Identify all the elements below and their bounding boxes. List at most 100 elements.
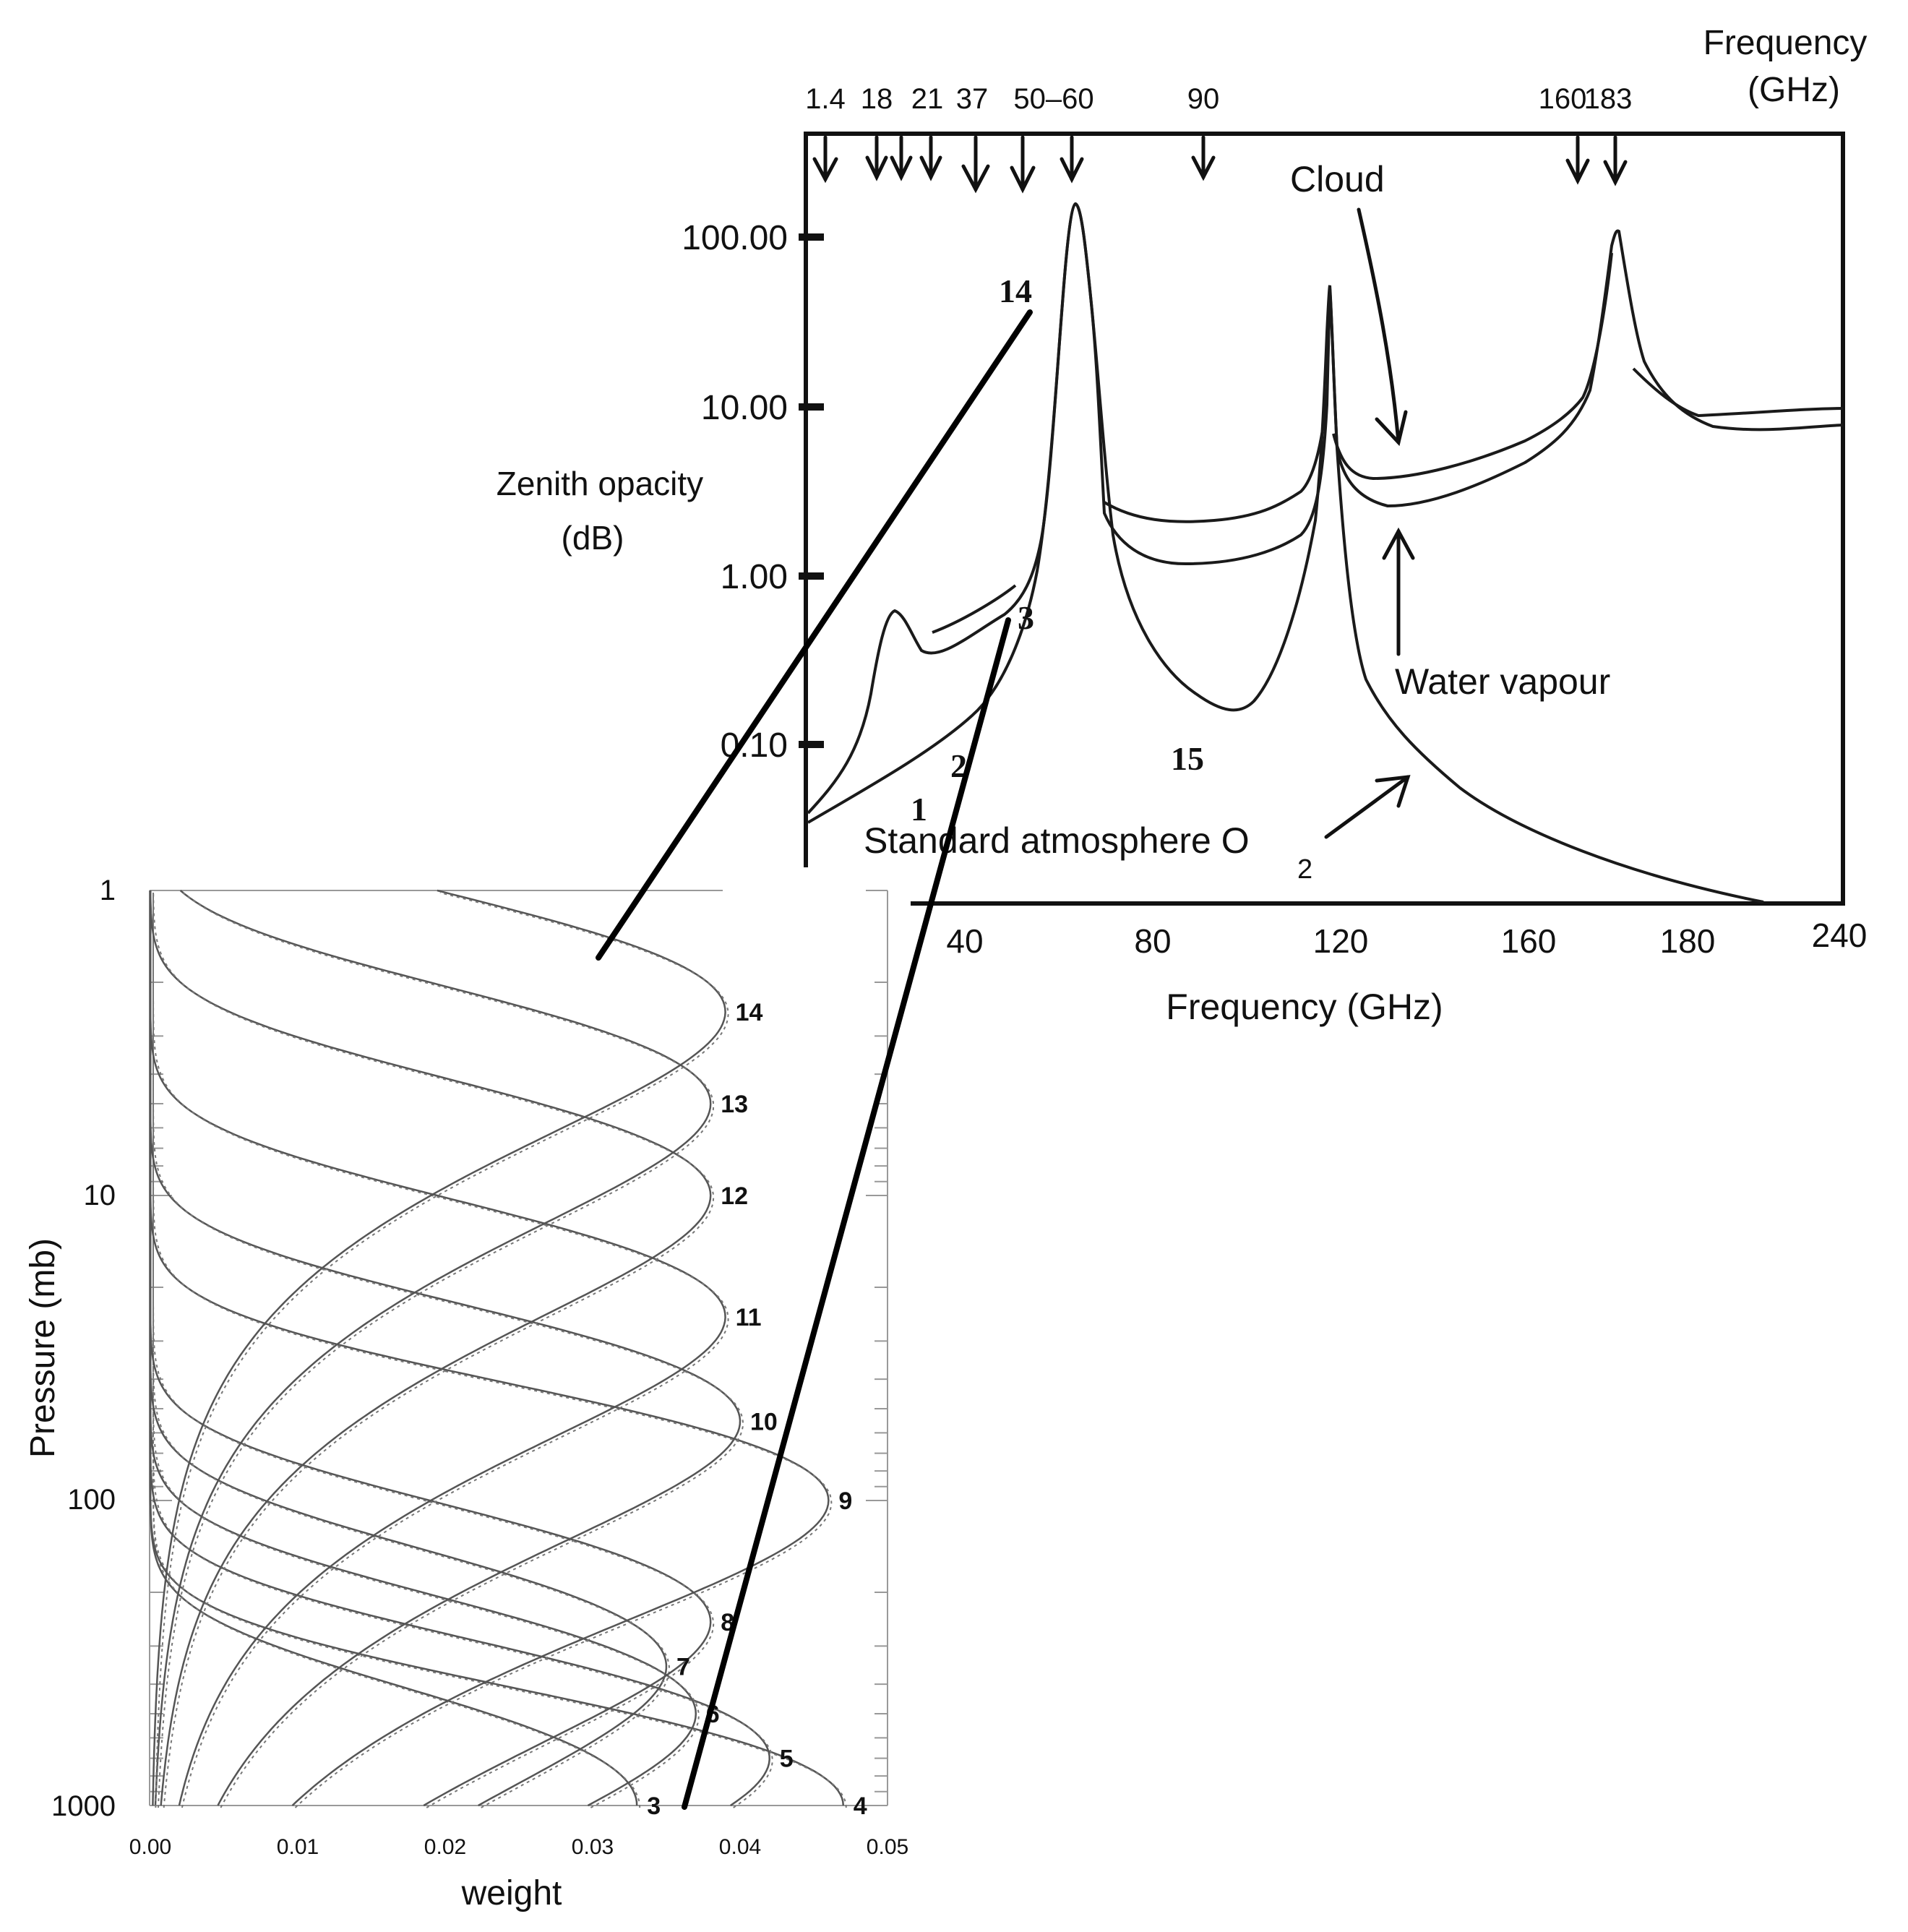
weighting-y-tick-labels: 1 10 100 1000 bbox=[51, 875, 116, 1822]
top-label-1.4: 1.4 bbox=[805, 83, 846, 115]
arrow-90-icon bbox=[1191, 135, 1216, 181]
channel-label-1: 1 bbox=[911, 791, 927, 828]
w-y-tick-label-1: 1 bbox=[100, 875, 116, 906]
x-tick-label-80: 80 bbox=[1134, 922, 1171, 960]
opacity-x-tick-labels: 40 80 120 160 180 240 bbox=[946, 916, 1867, 960]
y-tick-label-100: 100.00 bbox=[682, 219, 788, 257]
frequency-arrows bbox=[812, 135, 1628, 194]
weighting-x-axis-label: weight bbox=[461, 1874, 562, 1912]
weighting-series-label-10: 10 bbox=[750, 1408, 778, 1435]
annotation-water-vapour: Water vapour bbox=[1395, 661, 1610, 702]
opacity-ylabel-line2: (dB) bbox=[562, 519, 624, 557]
top-label-160: 160 bbox=[1539, 83, 1587, 115]
top-label-21: 21 bbox=[911, 83, 944, 115]
w-x-tick-label-0.05: 0.05 bbox=[867, 1835, 908, 1859]
x-tick-label-40: 40 bbox=[946, 922, 983, 960]
o2-arrow-icon bbox=[1324, 775, 1411, 839]
connector-channel-14 bbox=[596, 309, 1033, 961]
opacity-ylabel-line1: Zenith opacity bbox=[497, 465, 703, 502]
weighting-series-label-7: 7 bbox=[676, 1654, 690, 1681]
top-label-90: 90 bbox=[1187, 83, 1220, 115]
weighting-x-tick-labels: 0.00 0.01 0.02 0.03 0.04 0.05 bbox=[129, 1835, 908, 1859]
arrow-60-icon bbox=[1060, 135, 1084, 184]
w-y-tick-label-1000: 1000 bbox=[51, 1790, 116, 1822]
weighting-series-label-5: 5 bbox=[780, 1746, 794, 1773]
weighting-series-label-4: 4 bbox=[854, 1793, 867, 1820]
opacity-y-axis-label: Zenith opacity (dB) bbox=[497, 465, 703, 557]
weighting-series-label-14: 14 bbox=[736, 999, 763, 1026]
weighting-curve-7-dotted bbox=[152, 893, 670, 1808]
x-tick-label-160: 160 bbox=[1501, 922, 1557, 960]
arrow-37-icon bbox=[961, 135, 990, 194]
water-vapour-arrow-icon bbox=[1382, 527, 1415, 656]
arrow-21a-icon bbox=[890, 135, 913, 181]
y-tick-label-1: 1.00 bbox=[721, 558, 788, 596]
w-y-tick-label-100: 100 bbox=[67, 1484, 116, 1516]
weighting-series-label-12: 12 bbox=[721, 1182, 748, 1210]
opacity-channel-labels: 1 2 3 14 15 bbox=[911, 272, 1204, 828]
top-axis-label: Frequency (GHz) bbox=[1703, 24, 1868, 109]
x-tick-label-240: 240 bbox=[1812, 916, 1868, 954]
arrow-50-icon bbox=[1010, 135, 1036, 194]
weighting-curve-10-dotted bbox=[152, 893, 744, 1808]
opacity-plot-frame bbox=[804, 132, 1845, 906]
cloud-arrow-icon bbox=[1357, 207, 1408, 447]
weighting-series-label-11: 11 bbox=[736, 1304, 762, 1331]
top-label-37: 37 bbox=[956, 83, 989, 115]
annotation-standard-atmosphere: Standard atmosphere O bbox=[864, 820, 1250, 861]
y-tick-label-10: 10.00 bbox=[701, 389, 788, 427]
weighting-series-label-9: 9 bbox=[838, 1487, 852, 1515]
arrow-1.4-icon bbox=[812, 135, 838, 184]
channel-label-15: 15 bbox=[1171, 740, 1204, 777]
weighting-series-label-13: 13 bbox=[721, 1091, 748, 1118]
channel-label-2: 2 bbox=[950, 747, 967, 784]
opacity-curves bbox=[807, 202, 1844, 903]
weighting-curve-13-dotted bbox=[158, 892, 715, 1808]
w-x-tick-label-0.00: 0.00 bbox=[129, 1835, 171, 1859]
arrow-18-icon bbox=[865, 135, 888, 181]
weighting-y-axis-label: Pressure (mb) bbox=[24, 1238, 62, 1458]
w-y-tick-label-10: 10 bbox=[84, 1180, 116, 1211]
annotation-arrows bbox=[1324, 207, 1415, 839]
top-label-18: 18 bbox=[861, 83, 893, 115]
weighting-curve-12-dotted bbox=[152, 893, 715, 1808]
x-tick-label-180: 180 bbox=[1660, 922, 1716, 960]
top-label-183: 183 bbox=[1584, 83, 1633, 115]
w-x-tick-label-0.04: 0.04 bbox=[719, 1835, 761, 1859]
arrow-183-icon bbox=[1603, 135, 1628, 186]
x-tick-label-120: 120 bbox=[1313, 922, 1369, 960]
opacity-y-ticks bbox=[799, 233, 824, 748]
weighting-curve-10 bbox=[149, 890, 742, 1806]
channel-label-3: 3 bbox=[1018, 599, 1034, 636]
opacity-chart: 100.00 10.00 1.00 0.10 Zenith opacity (d… bbox=[497, 24, 1868, 1027]
annotation-standard-atmosphere-sub: 2 bbox=[1297, 854, 1312, 885]
curve-cloud bbox=[932, 252, 1844, 634]
weighting-curve-11 bbox=[149, 890, 726, 1806]
weighting-series-label-3: 3 bbox=[647, 1793, 661, 1820]
channel-connectors bbox=[596, 309, 1033, 1810]
w-x-tick-label-0.02: 0.02 bbox=[424, 1835, 466, 1859]
arrow-21b-icon bbox=[919, 135, 942, 181]
opacity-annotations: Cloud Water vapour Standard atmosphere O… bbox=[864, 159, 1610, 885]
weighting-curves bbox=[149, 889, 847, 1808]
weighting-curve-13 bbox=[154, 890, 712, 1806]
w-x-tick-label-0.01: 0.01 bbox=[277, 1835, 319, 1859]
top-label-50-60: 50–60 bbox=[1013, 83, 1093, 115]
channel-label-14: 14 bbox=[999, 272, 1032, 309]
w-x-tick-label-0.03: 0.03 bbox=[572, 1835, 614, 1859]
opacity-y-tick-labels: 100.00 10.00 1.00 0.10 bbox=[682, 219, 788, 765]
top-axis-label-line2: (GHz) bbox=[1748, 71, 1840, 109]
curve-water-vapour bbox=[807, 202, 1844, 815]
opacity-x-axis-label: Frequency (GHz) bbox=[1166, 987, 1443, 1027]
top-axis-label-line1: Frequency bbox=[1703, 24, 1868, 62]
weighting-curve-12 bbox=[149, 890, 712, 1806]
annotation-cloud: Cloud bbox=[1290, 159, 1385, 199]
arrow-160-icon bbox=[1565, 135, 1590, 185]
weighting-plot-background bbox=[148, 889, 889, 1807]
weighting-curve-14 bbox=[152, 889, 726, 1806]
connector-channel-3 bbox=[682, 617, 1011, 1810]
top-frequency-labels: 1.4 18 21 37 50–60 90 160 183 bbox=[805, 83, 1632, 115]
